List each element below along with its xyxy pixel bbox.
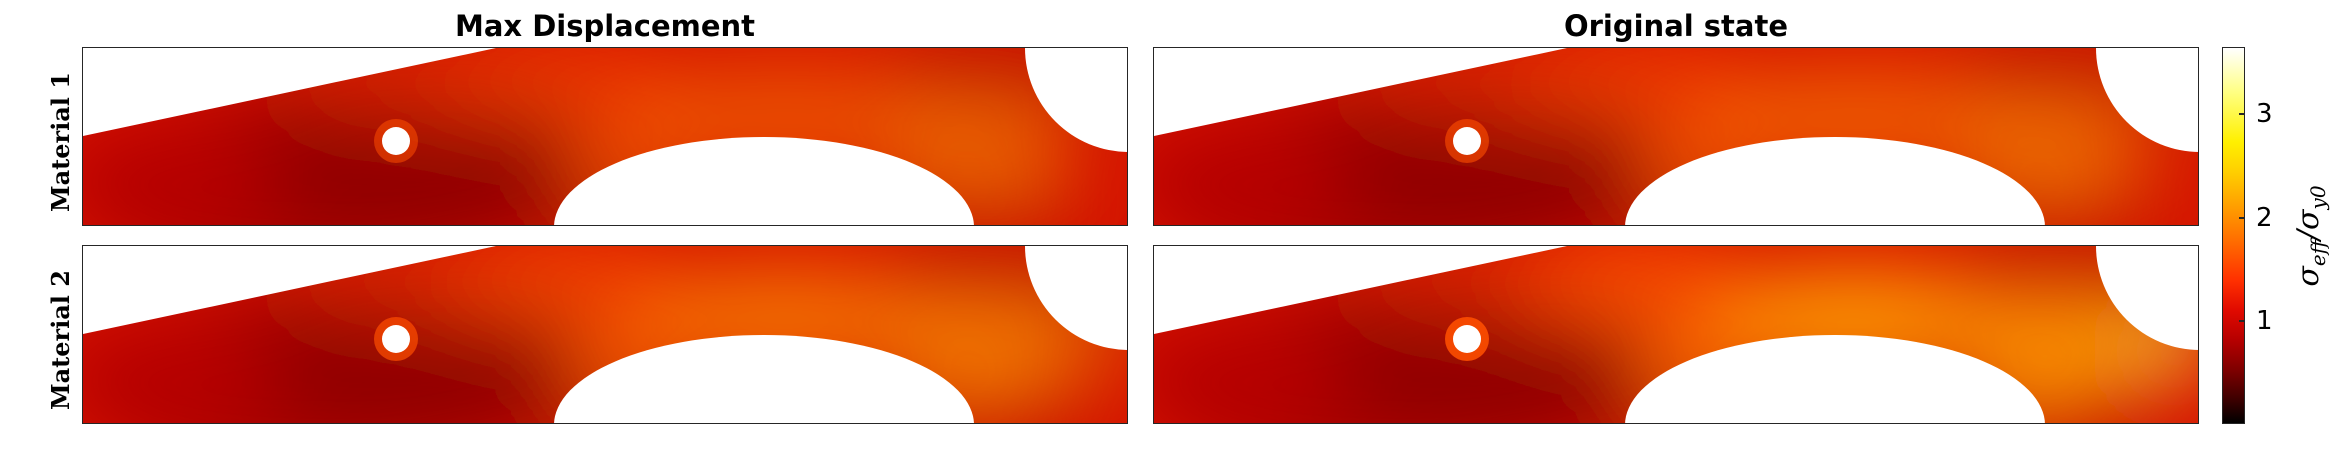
stress-blob <box>83 316 283 423</box>
cutout-top-left <box>83 48 496 136</box>
colorbar-tick-3 <box>2239 113 2245 115</box>
cutout-top-left <box>83 246 496 334</box>
cutout-top-left <box>1154 246 1567 334</box>
cutout-arch <box>554 137 974 225</box>
stress-blob <box>1154 316 1354 423</box>
colorbar <box>2222 47 2245 424</box>
heatmap-panel-material1-original-state <box>1153 47 2199 226</box>
colorbar-label-sub-y0: y0 <box>2306 185 2330 210</box>
stress-blob <box>1154 118 1354 225</box>
colorbar-label-sub-eff: eff <box>2306 240 2330 267</box>
cutout-top-right <box>2096 246 2198 350</box>
row-label-material-2: Material 2 <box>46 270 75 410</box>
colorbar-tick-2 <box>2239 217 2245 219</box>
column-title-max-displacement: Max Displacement <box>454 9 756 43</box>
colorbar-label-sigma2: σ <box>2291 209 2326 230</box>
cutout-arch <box>554 335 974 423</box>
cutout-arch <box>1625 335 2045 423</box>
stress-blob <box>893 93 1073 203</box>
colorbar-label-sigma: σ <box>2291 266 2326 287</box>
stress-field-svg <box>1154 48 2198 225</box>
colorbar-ticklabel-2: 2 <box>2256 203 2273 233</box>
cutout-small-hole <box>382 127 410 155</box>
cutout-arch <box>1625 137 2045 225</box>
column-title-original-state: Original state <box>1563 9 1789 43</box>
heatmap-panel-material1-max-displacement <box>82 47 1128 226</box>
stress-field-svg <box>83 246 1127 423</box>
heatmap-panel-material2-max-displacement <box>82 245 1128 424</box>
colorbar-label: σeff/σy0 <box>2289 126 2330 346</box>
colorbar-ticklabel-3: 3 <box>2256 99 2273 129</box>
cutout-top-right <box>2096 48 2198 152</box>
cutout-small-hole <box>1453 325 1481 353</box>
cutout-small-hole <box>382 325 410 353</box>
cutout-top-right <box>1025 246 1127 350</box>
row-label-material-1: Material 1 <box>46 72 75 212</box>
stress-blob <box>83 118 283 225</box>
cutout-top-left <box>1154 48 1567 136</box>
heatmap-panel-material2-original-state <box>1153 245 2199 424</box>
colorbar-ticklabel-1: 1 <box>2256 306 2273 336</box>
colorbar-label-slash: / <box>2291 229 2326 241</box>
cutout-small-hole <box>1453 127 1481 155</box>
cutout-top-right <box>1025 48 1127 152</box>
stress-field-svg <box>1154 246 2198 423</box>
colorbar-tick-1 <box>2239 320 2245 322</box>
stress-field-svg <box>83 48 1127 225</box>
